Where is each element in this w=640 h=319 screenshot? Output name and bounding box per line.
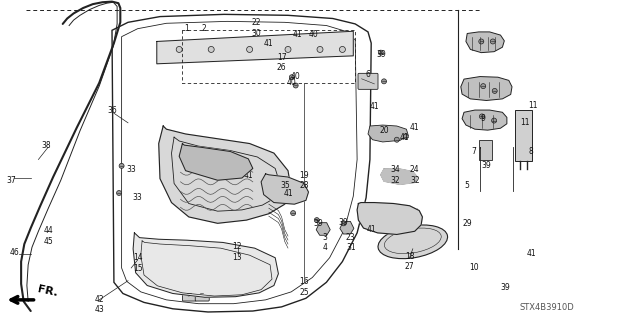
Text: 40: 40 xyxy=(291,72,301,81)
Text: 41: 41 xyxy=(410,123,420,132)
Text: 17
26: 17 26 xyxy=(276,53,287,72)
Text: 41: 41 xyxy=(399,133,410,142)
Text: 14
15: 14 15 xyxy=(132,254,143,273)
Text: 16
25: 16 25 xyxy=(299,278,309,297)
Text: 40: 40 xyxy=(308,30,319,39)
Circle shape xyxy=(314,218,319,223)
Circle shape xyxy=(481,84,486,89)
Circle shape xyxy=(285,189,291,194)
Polygon shape xyxy=(157,31,353,64)
FancyBboxPatch shape xyxy=(358,73,378,89)
Polygon shape xyxy=(340,221,354,234)
Text: 11: 11 xyxy=(520,118,529,127)
Circle shape xyxy=(490,39,495,44)
Text: 35: 35 xyxy=(280,181,290,189)
Text: 22
30: 22 30 xyxy=(251,19,261,38)
Text: 39: 39 xyxy=(500,283,511,292)
Text: 5: 5 xyxy=(465,181,470,189)
Circle shape xyxy=(492,88,497,93)
Circle shape xyxy=(208,47,214,52)
Text: 33: 33 xyxy=(132,193,143,202)
Text: 29: 29 xyxy=(462,219,472,228)
Circle shape xyxy=(403,134,408,139)
Text: 37: 37 xyxy=(6,176,17,185)
Polygon shape xyxy=(462,110,507,130)
Text: 36: 36 xyxy=(107,106,117,115)
Text: 1: 1 xyxy=(184,24,189,33)
Text: 10: 10 xyxy=(468,263,479,272)
Circle shape xyxy=(119,163,124,168)
Ellipse shape xyxy=(378,225,447,259)
Circle shape xyxy=(394,137,399,142)
Circle shape xyxy=(285,47,291,52)
Circle shape xyxy=(341,221,346,226)
Polygon shape xyxy=(133,233,278,297)
Text: 41: 41 xyxy=(243,171,253,180)
Circle shape xyxy=(246,47,253,52)
Circle shape xyxy=(289,75,294,80)
Text: 33: 33 xyxy=(126,165,136,174)
Text: 23
31: 23 31 xyxy=(346,233,356,252)
Text: STX4B3910D: STX4B3910D xyxy=(520,303,575,312)
Bar xyxy=(479,140,492,160)
Text: 41: 41 xyxy=(366,225,376,234)
Text: 19
28: 19 28 xyxy=(299,171,309,190)
Polygon shape xyxy=(261,174,308,204)
Text: 40: 40 xyxy=(286,78,296,87)
Polygon shape xyxy=(357,203,422,234)
Circle shape xyxy=(479,39,484,44)
Polygon shape xyxy=(461,77,512,100)
Text: 39: 39 xyxy=(313,219,323,228)
Text: 42
43: 42 43 xyxy=(94,295,104,314)
Circle shape xyxy=(492,118,497,123)
Text: 8: 8 xyxy=(529,147,534,156)
FancyBboxPatch shape xyxy=(182,291,196,301)
Text: 39: 39 xyxy=(376,50,386,59)
Text: 34
32: 34 32 xyxy=(390,165,401,184)
Circle shape xyxy=(479,114,484,119)
Text: 38: 38 xyxy=(41,141,51,150)
Text: 41: 41 xyxy=(292,30,303,39)
Circle shape xyxy=(381,79,387,84)
Bar xyxy=(515,110,532,161)
Polygon shape xyxy=(381,168,417,184)
Text: 9: 9 xyxy=(481,114,486,122)
Circle shape xyxy=(339,47,346,52)
Polygon shape xyxy=(159,126,291,223)
Circle shape xyxy=(186,291,191,296)
Text: FR.: FR. xyxy=(36,284,59,298)
Text: 7: 7 xyxy=(471,147,476,156)
Text: 41: 41 xyxy=(264,39,274,48)
Text: 44
45: 44 45 xyxy=(43,226,53,246)
Text: 11: 11 xyxy=(528,101,537,110)
Circle shape xyxy=(293,83,298,88)
Circle shape xyxy=(116,190,122,196)
Circle shape xyxy=(199,291,204,296)
Text: 18
27: 18 27 xyxy=(404,252,415,271)
Circle shape xyxy=(378,50,383,55)
Text: 41: 41 xyxy=(369,102,380,111)
FancyBboxPatch shape xyxy=(195,291,209,301)
Polygon shape xyxy=(368,125,408,142)
Text: 2: 2 xyxy=(201,24,206,33)
Text: 39: 39 xyxy=(481,161,492,170)
Circle shape xyxy=(317,47,323,52)
Circle shape xyxy=(176,47,182,52)
Polygon shape xyxy=(466,32,504,53)
Polygon shape xyxy=(179,144,253,180)
Text: 46: 46 xyxy=(9,248,19,256)
Text: 12
13: 12 13 xyxy=(232,242,242,262)
Circle shape xyxy=(291,198,296,204)
Polygon shape xyxy=(316,223,330,235)
Text: 41: 41 xyxy=(283,189,293,198)
Text: 39: 39 xyxy=(339,218,349,226)
Text: 20: 20 xyxy=(379,126,389,135)
Text: 3
4: 3 4 xyxy=(323,233,328,252)
Text: 6: 6 xyxy=(365,70,371,79)
Circle shape xyxy=(291,211,296,216)
Text: 24
32: 24 32 xyxy=(410,165,420,184)
Text: 41: 41 xyxy=(526,249,536,258)
